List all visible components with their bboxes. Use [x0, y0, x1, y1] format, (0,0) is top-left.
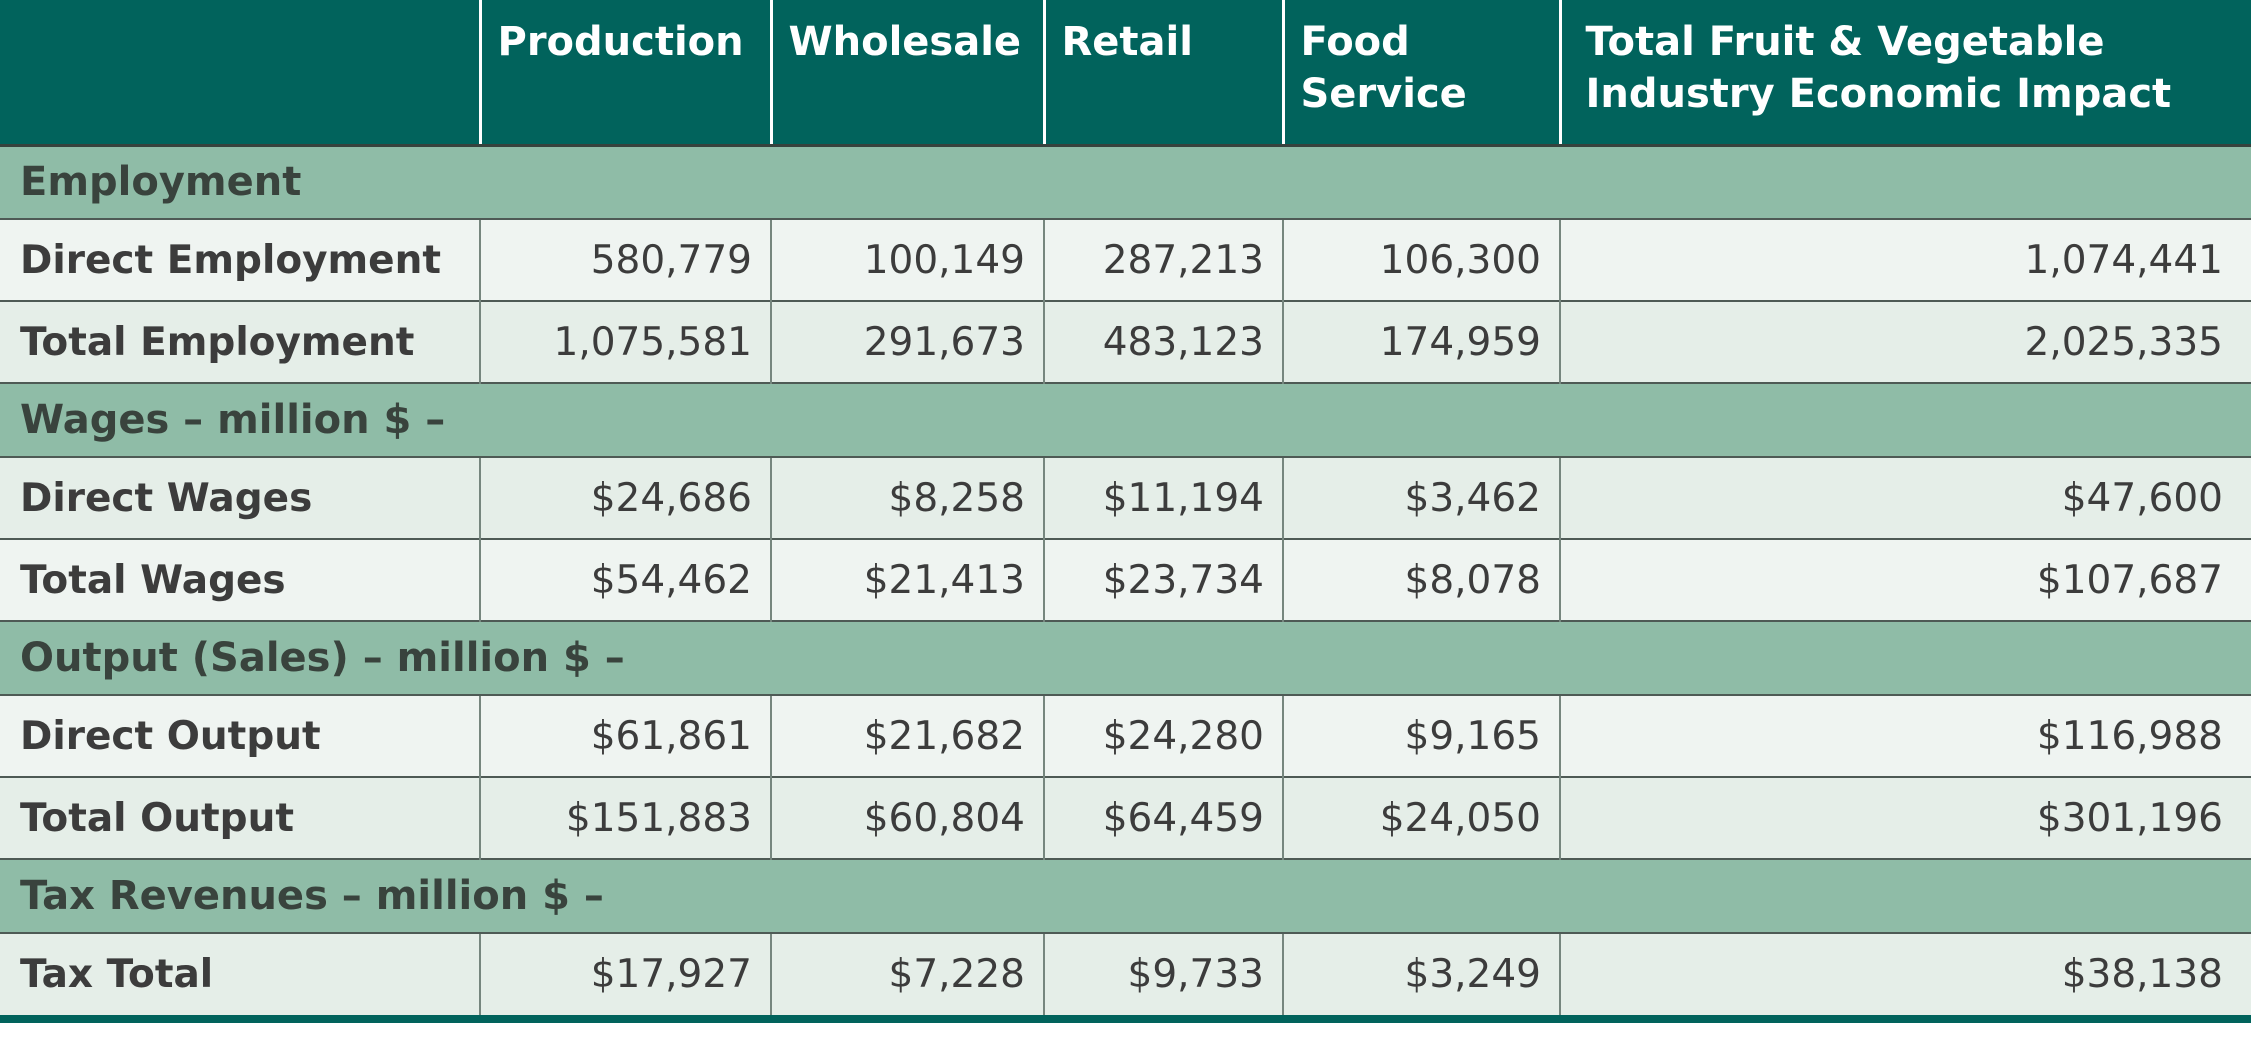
- cell: 106,300: [1282, 218, 1560, 301]
- row-direct-employment: Direct Employment 580,779 100,149 287,21…: [0, 218, 2251, 301]
- cell: 174,959: [1282, 300, 1560, 383]
- cell-total: $47,600: [1559, 456, 2251, 539]
- column-header-retail: Retail: [1044, 0, 1285, 147]
- cell: $8,258: [770, 456, 1044, 539]
- cell: $54,462: [479, 538, 771, 621]
- row-total-output: Total Output $151,883 $60,804 $64,459 $2…: [0, 776, 2251, 859]
- cell-total: $38,138: [1559, 932, 2251, 1015]
- cell: $151,883: [479, 776, 771, 859]
- cell: $61,861: [479, 694, 771, 777]
- row-direct-wages: Direct Wages $24,686 $8,258 $11,194 $3,4…: [0, 456, 2251, 539]
- section-title: Wages – million $ –: [0, 382, 2251, 457]
- cell: $11,194: [1043, 456, 1283, 539]
- column-header-wholesale: Wholesale: [771, 0, 1046, 147]
- row-label: Direct Employment: [0, 218, 480, 301]
- cell: $24,280: [1043, 694, 1283, 777]
- row-label: Direct Wages: [0, 456, 480, 539]
- row-label: Total Wages: [0, 538, 480, 621]
- row-total-wages: Total Wages $54,462 $21,413 $23,734 $8,0…: [0, 538, 2251, 621]
- cell: 483,123: [1043, 300, 1283, 383]
- section-title: Tax Revenues – million $ –: [0, 858, 2251, 933]
- cell-total: $301,196: [1559, 776, 2251, 859]
- cell: $21,413: [770, 538, 1044, 621]
- cell: $23,734: [1043, 538, 1283, 621]
- section-row-employment: Employment: [0, 144, 2251, 219]
- cell: 100,149: [770, 218, 1044, 301]
- cell: $21,682: [770, 694, 1044, 777]
- section-title: Output (Sales) – million $ –: [0, 620, 2251, 695]
- cell: $9,165: [1282, 694, 1560, 777]
- cell: $24,050: [1282, 776, 1560, 859]
- cell: 580,779: [479, 218, 771, 301]
- row-label: Total Output: [0, 776, 480, 859]
- cell-total: 1,074,441: [1559, 218, 2251, 301]
- column-header-total-impact: Total Fruit & Vegetable Industry Economi…: [1560, 0, 2251, 147]
- row-label: Direct Output: [0, 694, 480, 777]
- cell: $24,686: [479, 456, 771, 539]
- row-tax-total: Tax Total $17,927 $7,228 $9,733 $3,249 $…: [0, 932, 2251, 1015]
- cell: $9,733: [1043, 932, 1283, 1015]
- cell: $3,249: [1282, 932, 1560, 1015]
- cell: 287,213: [1043, 218, 1283, 301]
- cell: 291,673: [770, 300, 1044, 383]
- cell-total: 2,025,335: [1559, 300, 2251, 383]
- cell: $3,462: [1282, 456, 1560, 539]
- header-row: Production Wholesale Retail Food Service…: [0, 0, 2251, 147]
- header-corner-cell: [0, 0, 482, 147]
- column-header-food-service: Food Service: [1283, 0, 1562, 147]
- section-row-wages: Wages – million $ –: [0, 382, 2251, 457]
- cell: $64,459: [1043, 776, 1283, 859]
- cell: $8,078: [1282, 538, 1560, 621]
- column-header-production: Production: [480, 0, 773, 147]
- cell: $7,228: [770, 932, 1044, 1015]
- cell: $60,804: [770, 776, 1044, 859]
- economic-impact-table: Production Wholesale Retail Food Service…: [0, 0, 2251, 1015]
- section-row-tax-revenues: Tax Revenues – million $ –: [0, 858, 2251, 933]
- cell-total: $116,988: [1559, 694, 2251, 777]
- cell-total: $107,687: [1559, 538, 2251, 621]
- cell: 1,075,581: [479, 300, 771, 383]
- bottom-accent-bar: [0, 1015, 2251, 1023]
- cell: $17,927: [479, 932, 771, 1015]
- row-label: Tax Total: [0, 932, 480, 1015]
- row-label: Total Employment: [0, 300, 480, 383]
- section-title: Employment: [0, 144, 2251, 219]
- section-row-output-sales: Output (Sales) – million $ –: [0, 620, 2251, 695]
- row-direct-output: Direct Output $61,861 $21,682 $24,280 $9…: [0, 694, 2251, 777]
- row-total-employment: Total Employment 1,075,581 291,673 483,1…: [0, 300, 2251, 383]
